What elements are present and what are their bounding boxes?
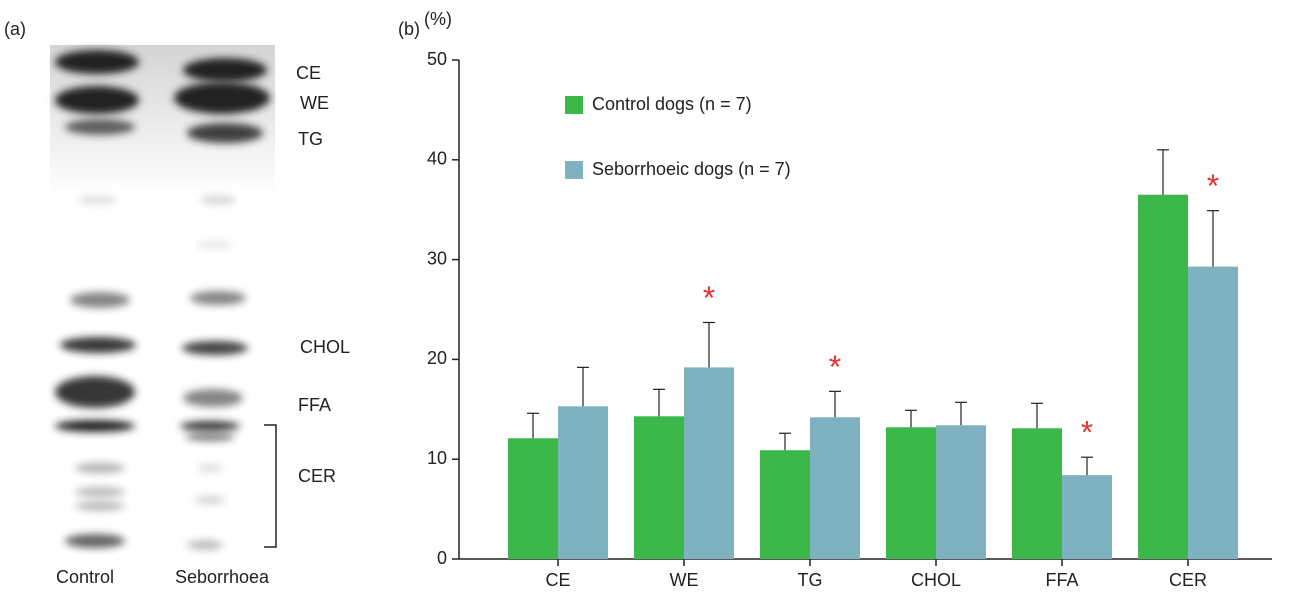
legend-swatch [565, 96, 583, 114]
bar [886, 427, 936, 559]
x-tick-label: FFA [1045, 570, 1078, 590]
y-tick-label: 10 [427, 448, 447, 468]
x-tick-label: CER [1169, 570, 1207, 590]
x-tick-label: CE [545, 570, 570, 590]
bar [684, 367, 734, 559]
panel-label: (b) [398, 19, 420, 39]
bar [810, 417, 860, 559]
x-tick-label: CHOL [911, 570, 961, 590]
significance-marker: * [1207, 168, 1219, 204]
band-label: WE [300, 93, 329, 113]
lane-label: Seborrhoea [175, 567, 270, 587]
bar [1188, 266, 1238, 559]
bar [508, 438, 558, 559]
band-label: FFA [298, 395, 331, 415]
lane-label: Control [56, 567, 114, 587]
cer-bracket [264, 424, 277, 548]
band-label: CER [298, 466, 336, 486]
lane-seborrhoea [174, 58, 270, 550]
bar-chart: 0 10 20 30 40 50 CE WE * TG * CHOL FFA * CER * Control d… [427, 49, 1272, 590]
bar [634, 416, 684, 559]
lane-control [55, 50, 139, 548]
legend-label: Control dogs (n = 7) [592, 94, 752, 114]
y-tick-label: 40 [427, 149, 447, 169]
x-tick-label: WE [670, 570, 699, 590]
significance-marker: * [829, 349, 841, 385]
panel-label: (a) [4, 19, 26, 39]
y-axis-label: (%) [424, 9, 452, 29]
significance-marker: * [1081, 415, 1093, 451]
band-label: CE [296, 63, 321, 83]
bar [936, 425, 986, 559]
band-label: TG [298, 129, 323, 149]
significance-marker: * [703, 280, 715, 316]
bar [1062, 475, 1112, 559]
bar [1138, 194, 1188, 560]
x-tick-label: TG [798, 570, 823, 590]
y-tick-label: 50 [427, 49, 447, 69]
gel-panel: (a) [4, 19, 350, 587]
band-label: CHOL [300, 337, 350, 357]
bar [760, 450, 810, 559]
y-tick-label: 0 [437, 548, 447, 568]
legend-swatch [565, 161, 583, 179]
y-tick-label: 20 [427, 348, 447, 368]
y-tick-label: 30 [427, 248, 447, 268]
legend-label: Seborrhoeic dogs (n = 7) [592, 159, 791, 179]
bar [1012, 428, 1062, 559]
bar [558, 406, 608, 559]
